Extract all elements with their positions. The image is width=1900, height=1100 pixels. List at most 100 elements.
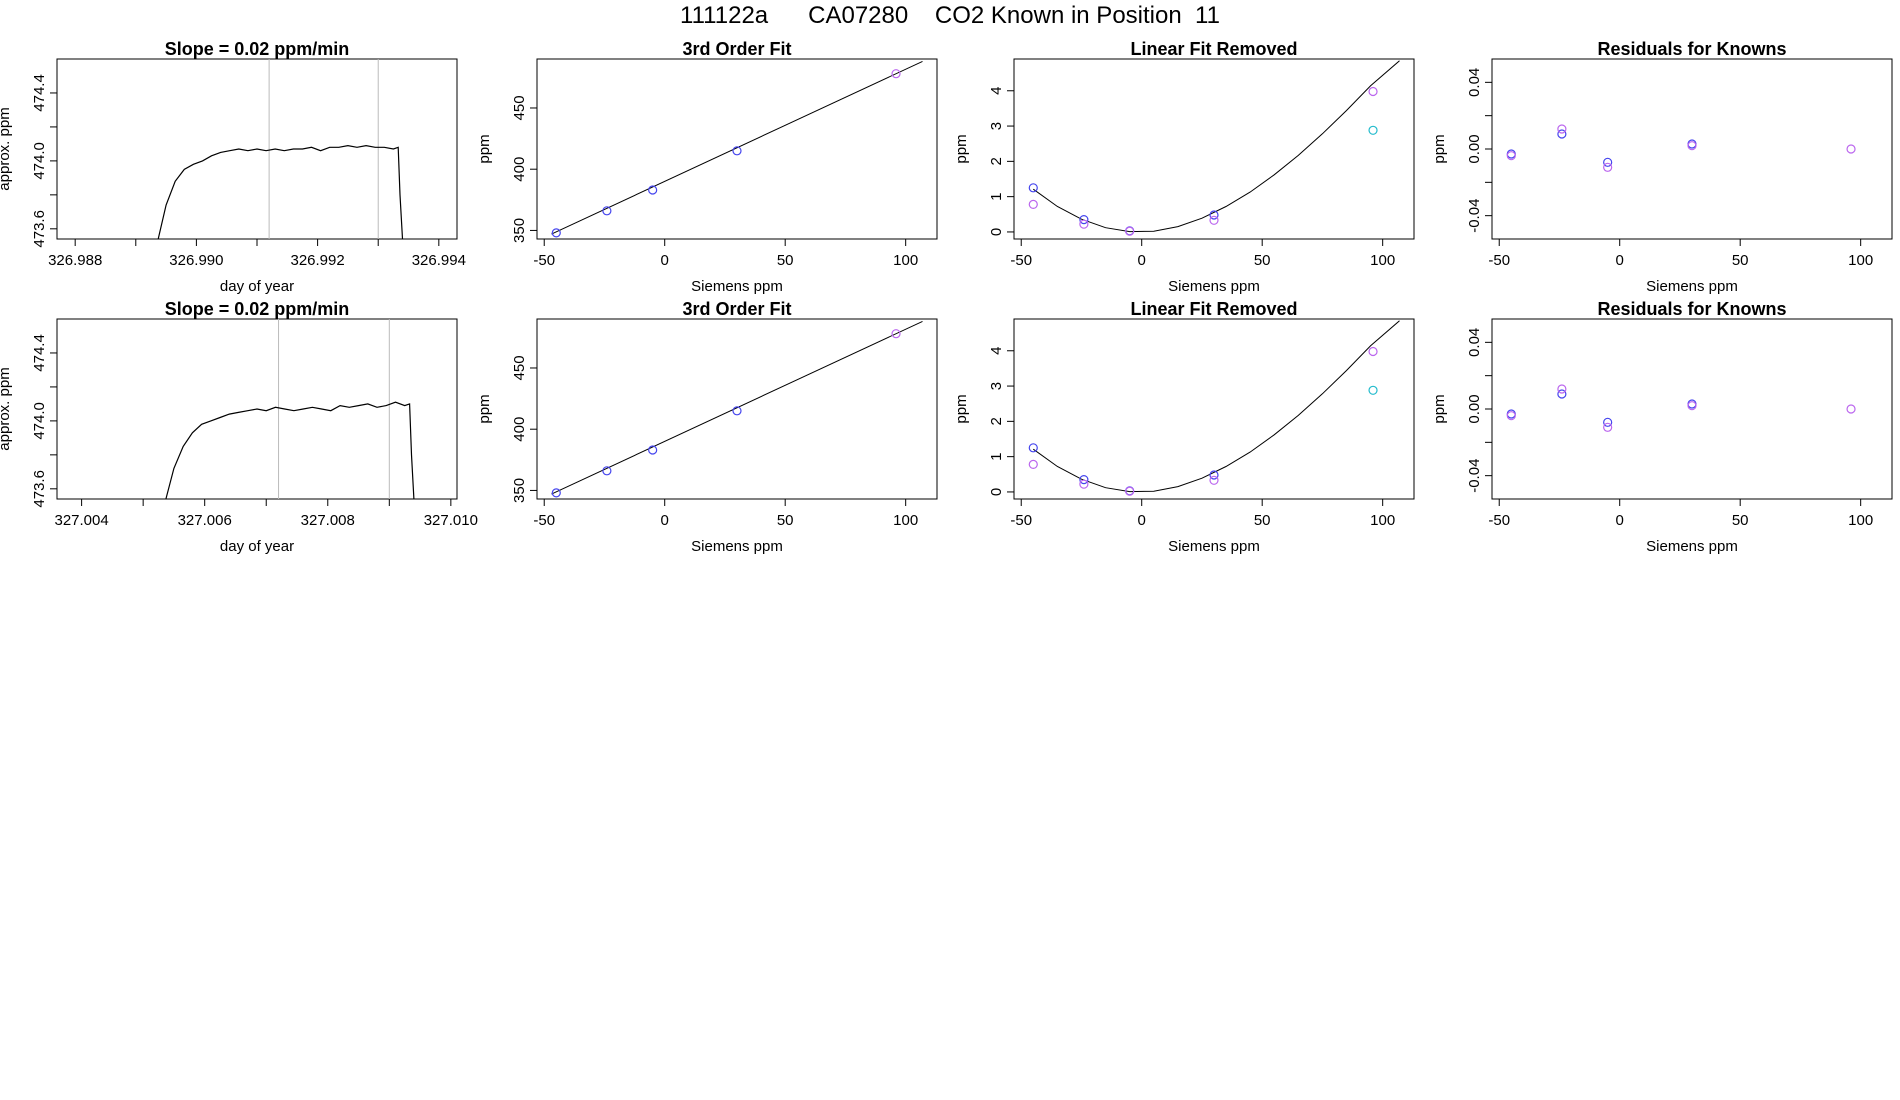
chart-title: Slope = 0.02 ppm/min bbox=[165, 299, 350, 319]
data-point bbox=[1603, 417, 1613, 427]
chart-panel-2: 3rd Order Fit Siemens ppm ppm -50 0 50 100 350 4… bbox=[476, 39, 938, 295]
x-tick-label: 326.990 bbox=[169, 252, 223, 269]
y-tick-label: 0.04 bbox=[1466, 68, 1483, 97]
y-tick-label: 1 bbox=[988, 192, 1005, 200]
y-axis-label: ppm bbox=[1431, 134, 1448, 163]
data-point bbox=[648, 185, 658, 195]
chart-panel-6: 3rd Order Fit Siemens ppm ppm -50 0 50 100 350 4… bbox=[476, 299, 938, 555]
y-tick-label: -0.04 bbox=[1466, 199, 1483, 233]
y-tick-label: 474.0 bbox=[31, 142, 48, 180]
x-tick-label: 326.994 bbox=[412, 252, 466, 269]
x-axis-label: Siemens ppm bbox=[1646, 278, 1738, 295]
data-point bbox=[602, 206, 612, 216]
y-tick-label: 0 bbox=[988, 228, 1005, 236]
page-title: 111122a CA07280 CO2 Known in Position 11 bbox=[680, 2, 1220, 29]
y-tick-label: 474.4 bbox=[31, 334, 48, 372]
x-tick-label: 326.992 bbox=[290, 252, 344, 269]
fit-curve bbox=[1033, 320, 1400, 493]
data-point bbox=[1079, 474, 1089, 485]
plot-frame bbox=[1491, 318, 1893, 500]
data-point bbox=[1028, 443, 1038, 453]
chart-title: 3rd Order Fit bbox=[682, 39, 791, 59]
y-tick-label: 473.6 bbox=[31, 210, 48, 248]
x-tick-label: 50 bbox=[1732, 512, 1749, 529]
fit-curve bbox=[551, 320, 923, 495]
x-tick-label: 100 bbox=[1848, 252, 1873, 269]
data-point bbox=[1603, 422, 1613, 432]
chart-panel-1: Slope = 0.02 ppm/min day of year approx. p… bbox=[0, 39, 466, 295]
x-tick-label: 100 bbox=[1848, 512, 1873, 529]
x-axis-label: Siemens ppm bbox=[1646, 538, 1738, 555]
x-tick-label: 327.006 bbox=[178, 512, 232, 529]
data-line bbox=[165, 401, 415, 500]
chart-title: Residuals for Knowns bbox=[1597, 299, 1786, 319]
x-tick-label: 100 bbox=[1370, 252, 1395, 269]
x-axis-label: day of year bbox=[220, 538, 294, 555]
y-tick-label: 0 bbox=[988, 488, 1005, 496]
x-tick-label: 0 bbox=[661, 512, 669, 529]
y-tick-label: 3 bbox=[988, 122, 1005, 130]
chart-panel-8: Residuals for Knowns Siemens ppm ppm -50 0 50… bbox=[1431, 299, 1893, 555]
data-point bbox=[1125, 486, 1135, 496]
data-line bbox=[157, 144, 404, 240]
y-axis-label: ppm bbox=[953, 134, 970, 163]
y-tick-label: 1 bbox=[988, 452, 1005, 460]
y-axis-label: ppm bbox=[476, 394, 493, 423]
x-tick-label: 50 bbox=[1732, 252, 1749, 269]
y-tick-label: 450 bbox=[511, 95, 528, 120]
plot-frame bbox=[1013, 58, 1415, 240]
x-tick-label: -50 bbox=[1488, 512, 1510, 529]
data-point bbox=[1603, 162, 1613, 172]
x-tick-label: -50 bbox=[533, 512, 555, 529]
data-point bbox=[1846, 144, 1856, 154]
x-axis-label: Siemens ppm bbox=[691, 278, 783, 295]
plot-frame bbox=[1491, 58, 1893, 240]
chart-title: Linear Fit Removed bbox=[1130, 299, 1297, 319]
data-point bbox=[602, 466, 612, 476]
data-point bbox=[1028, 459, 1038, 470]
x-tick-label: 0 bbox=[661, 252, 669, 269]
data-point bbox=[891, 329, 901, 339]
y-axis-label: approx. ppm bbox=[0, 107, 13, 190]
data-point bbox=[648, 445, 658, 455]
data-point bbox=[1028, 199, 1038, 210]
y-axis-label: approx. ppm bbox=[0, 367, 13, 450]
x-tick-label: 50 bbox=[1254, 512, 1271, 529]
data-point bbox=[1603, 157, 1613, 167]
y-tick-label: 474.4 bbox=[31, 74, 48, 112]
x-tick-label: 0 bbox=[1616, 252, 1624, 269]
x-tick-label: -50 bbox=[533, 252, 555, 269]
x-axis-label: Siemens ppm bbox=[1168, 538, 1260, 555]
y-tick-label: -0.04 bbox=[1466, 459, 1483, 493]
data-point bbox=[1028, 183, 1038, 193]
data-point bbox=[1209, 215, 1219, 225]
data-point bbox=[1079, 479, 1089, 489]
y-tick-label: 450 bbox=[511, 355, 528, 380]
plot-frame bbox=[536, 58, 938, 240]
x-tick-label: 327.004 bbox=[54, 512, 108, 529]
data-point bbox=[1368, 125, 1378, 135]
y-axis-label: ppm bbox=[953, 394, 970, 423]
data-point bbox=[1368, 86, 1378, 97]
x-tick-label: -50 bbox=[1010, 252, 1032, 269]
y-tick-label: 473.6 bbox=[31, 470, 48, 508]
x-axis-label: Siemens ppm bbox=[691, 538, 783, 555]
y-tick-label: 4 bbox=[988, 87, 1005, 95]
x-tick-label: 327.010 bbox=[424, 512, 478, 529]
x-tick-label: 100 bbox=[893, 252, 918, 269]
chart-title: Linear Fit Removed bbox=[1130, 39, 1297, 59]
plot-frame bbox=[56, 318, 458, 500]
data-point bbox=[1209, 210, 1219, 220]
x-tick-label: 50 bbox=[1254, 252, 1271, 269]
x-tick-label: -50 bbox=[1010, 512, 1032, 529]
x-axis-label: day of year bbox=[220, 278, 294, 295]
plot-frame bbox=[1013, 318, 1415, 500]
data-point bbox=[1687, 401, 1697, 411]
data-point bbox=[1368, 385, 1378, 395]
y-tick-label: 4 bbox=[988, 347, 1005, 355]
y-tick-label: 350 bbox=[511, 218, 528, 243]
data-point bbox=[1846, 404, 1856, 414]
data-point bbox=[732, 146, 742, 156]
